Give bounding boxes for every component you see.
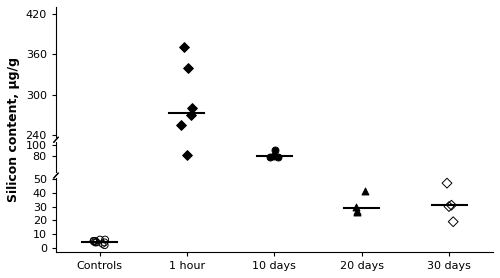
Point [90,239,98,243]
Point [180,45,188,49]
Point [274,155,281,159]
Point [445,204,453,209]
Point [184,65,192,70]
Point [96,237,104,242]
Point [448,203,456,207]
Point [354,208,362,213]
Point [100,243,108,247]
Point [177,123,185,127]
Point [183,153,191,157]
Point [188,113,196,117]
Point [188,106,196,110]
Point [352,204,360,209]
Point [98,242,106,246]
Point [100,240,108,245]
Point [353,210,361,214]
Y-axis label: Silicon content, μg/g: Silicon content, μg/g [7,57,20,202]
Point [361,189,369,194]
Point [270,153,278,158]
Point [266,155,274,160]
Point [90,239,98,243]
Point [91,240,99,245]
Point [271,147,279,152]
Point [92,240,100,245]
Point [101,237,109,242]
Point [92,239,100,243]
Point [443,181,451,185]
Point [449,220,457,224]
